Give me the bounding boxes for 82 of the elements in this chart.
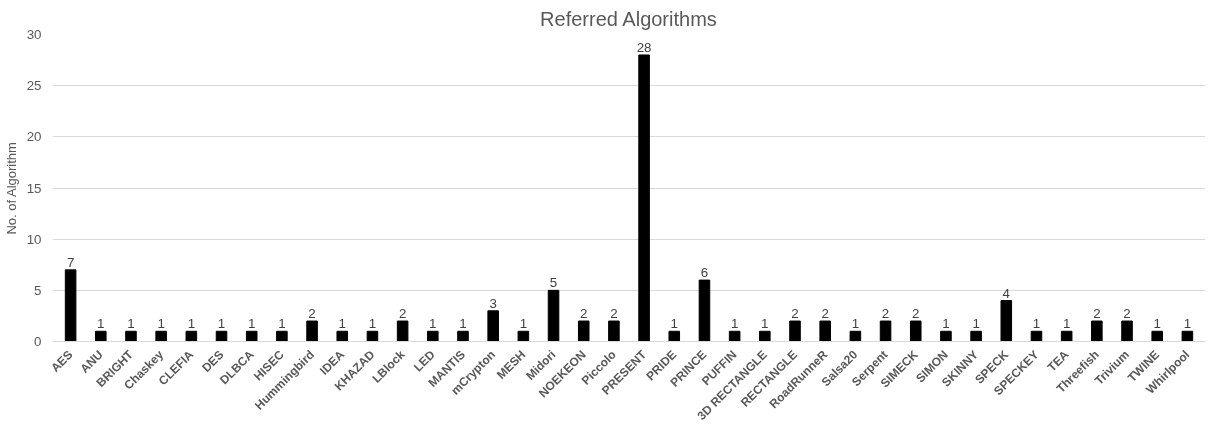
data-label: 1 [519, 316, 528, 332]
bar [577, 320, 590, 342]
bar [1060, 330, 1073, 342]
data-label: 1 [670, 316, 678, 332]
bar [487, 310, 499, 342]
data-label: 1 [157, 316, 165, 332]
data-label: 2 [1123, 306, 1131, 322]
data-label: 1 [338, 316, 346, 332]
y-axis-title: No. of Algorithm [3, 142, 19, 235]
bar [336, 330, 349, 342]
data-label: 1 [942, 316, 950, 332]
bar [155, 330, 167, 342]
data-label: 4 [1002, 285, 1011, 301]
bar [849, 330, 862, 342]
chart-title: Referred Algorithms [540, 7, 717, 30]
bar [306, 320, 318, 342]
data-label: 2 [791, 306, 799, 322]
data-label: 1 [1183, 316, 1192, 332]
bar [789, 320, 801, 342]
bar [638, 54, 650, 342]
data-label: 2 [1093, 306, 1101, 322]
bar [517, 330, 530, 342]
data-label: 1 [730, 316, 739, 332]
bar [547, 289, 560, 342]
bar [819, 320, 831, 342]
data-label: 1 [1153, 316, 1161, 332]
data-label: 1 [248, 316, 256, 332]
bar [759, 330, 771, 342]
bar [457, 330, 469, 342]
bar [728, 330, 741, 342]
data-label: 2 [821, 306, 829, 322]
data-label: 2 [580, 306, 588, 322]
y-tick-label: 30 [26, 27, 42, 42]
bar [185, 330, 198, 342]
data-label: 3 [489, 295, 497, 311]
bar [1181, 330, 1194, 342]
data-label: 6 [700, 265, 709, 281]
y-tick-label: 10 [26, 231, 42, 247]
bar [64, 269, 77, 342]
data-label: 2 [398, 306, 407, 322]
bar [1091, 320, 1103, 342]
y-tick-label: 15 [26, 180, 42, 196]
data-label: 1 [1032, 316, 1041, 332]
bar [125, 330, 137, 342]
y-tick-label: 25 [26, 78, 42, 94]
bar [427, 330, 439, 342]
bar [95, 330, 107, 342]
data-label: 2 [610, 306, 618, 322]
data-label: 1 [368, 316, 377, 332]
y-tick-label: 20 [26, 129, 42, 145]
bar [1151, 330, 1163, 342]
bar [608, 320, 620, 342]
bar [879, 320, 892, 342]
data-label: 1 [217, 316, 226, 332]
data-label: 2 [912, 306, 920, 322]
data-label: 1 [278, 316, 286, 332]
data-label: 1 [429, 316, 437, 332]
y-tick-label: 5 [34, 282, 42, 298]
data-label: 1 [127, 316, 135, 332]
data-label: 1 [187, 316, 196, 332]
data-label: 1 [851, 316, 860, 332]
data-label: 7 [66, 254, 75, 270]
bar [698, 279, 711, 342]
bar [1121, 320, 1133, 342]
data-label: 1 [972, 316, 980, 332]
data-label: 1 [97, 316, 105, 332]
bar [276, 330, 288, 342]
bar [668, 330, 681, 342]
bar [245, 330, 258, 342]
data-label: 1 [1062, 316, 1071, 332]
bar [940, 330, 952, 342]
bar [1000, 300, 1013, 342]
bar [970, 330, 982, 342]
data-label: 1 [761, 316, 769, 332]
data-label: 1 [459, 316, 467, 332]
bar [909, 320, 922, 342]
data-label: 5 [549, 275, 558, 291]
y-tick-label: 0 [34, 334, 42, 349]
data-label: 2 [881, 306, 890, 322]
data-label: 2 [308, 306, 316, 322]
data-label: 28 [636, 39, 652, 55]
bar [396, 320, 409, 342]
